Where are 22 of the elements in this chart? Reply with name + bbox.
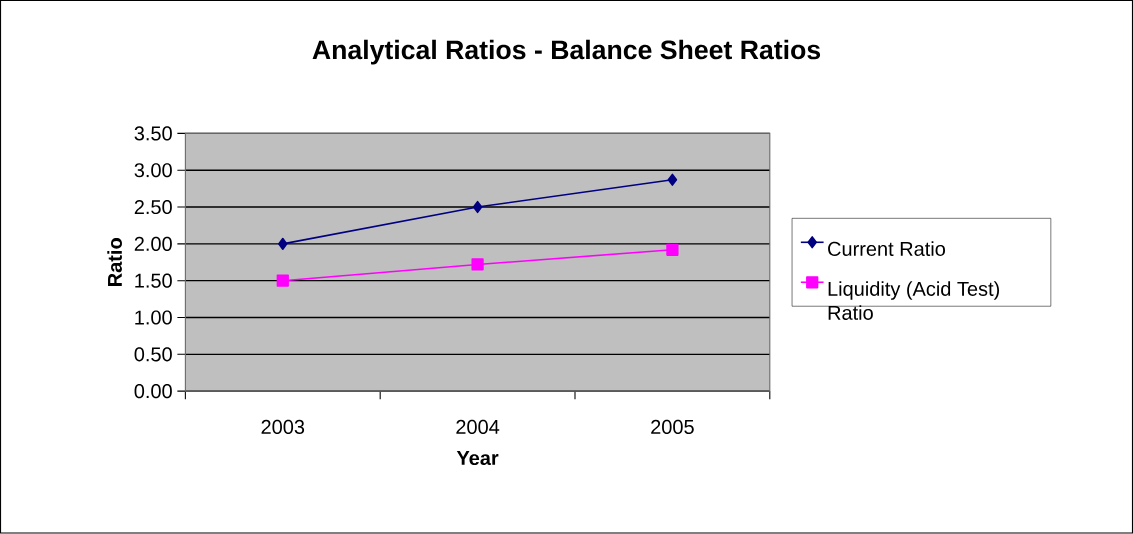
point: [472, 201, 483, 214]
point: [666, 243, 679, 257]
x-tick-label: 2003: [261, 420, 305, 435]
legend-label: Current Ratio: [828, 241, 946, 257]
y-tick-label: 1.00: [135, 310, 172, 325]
x-axis-title: Year: [456, 451, 499, 466]
y-tick-label: 0.00: [134, 384, 172, 399]
y-tick-label: 2.00: [134, 237, 172, 252]
point: [667, 173, 678, 187]
y-tick-label: 2.50: [134, 200, 172, 215]
legend-label: Liquidity (Acid Test) Ratio: [828, 281, 1000, 321]
point: [277, 237, 288, 251]
chart-title: Analytical Ratios - Balance Sheet Ratios: [312, 39, 821, 65]
y-tick-label: 3.00: [134, 163, 172, 178]
point: [276, 274, 289, 288]
x-tick-label: 2005: [651, 420, 694, 435]
point: [471, 258, 484, 271]
y-tick-label: 3.50: [134, 126, 172, 141]
y-axis-title: Ratio: [107, 238, 122, 287]
x-tick-label: 2004: [456, 420, 500, 435]
y-tick-label: 1.50: [135, 273, 172, 288]
y-tick-label: 0.50: [134, 347, 172, 362]
